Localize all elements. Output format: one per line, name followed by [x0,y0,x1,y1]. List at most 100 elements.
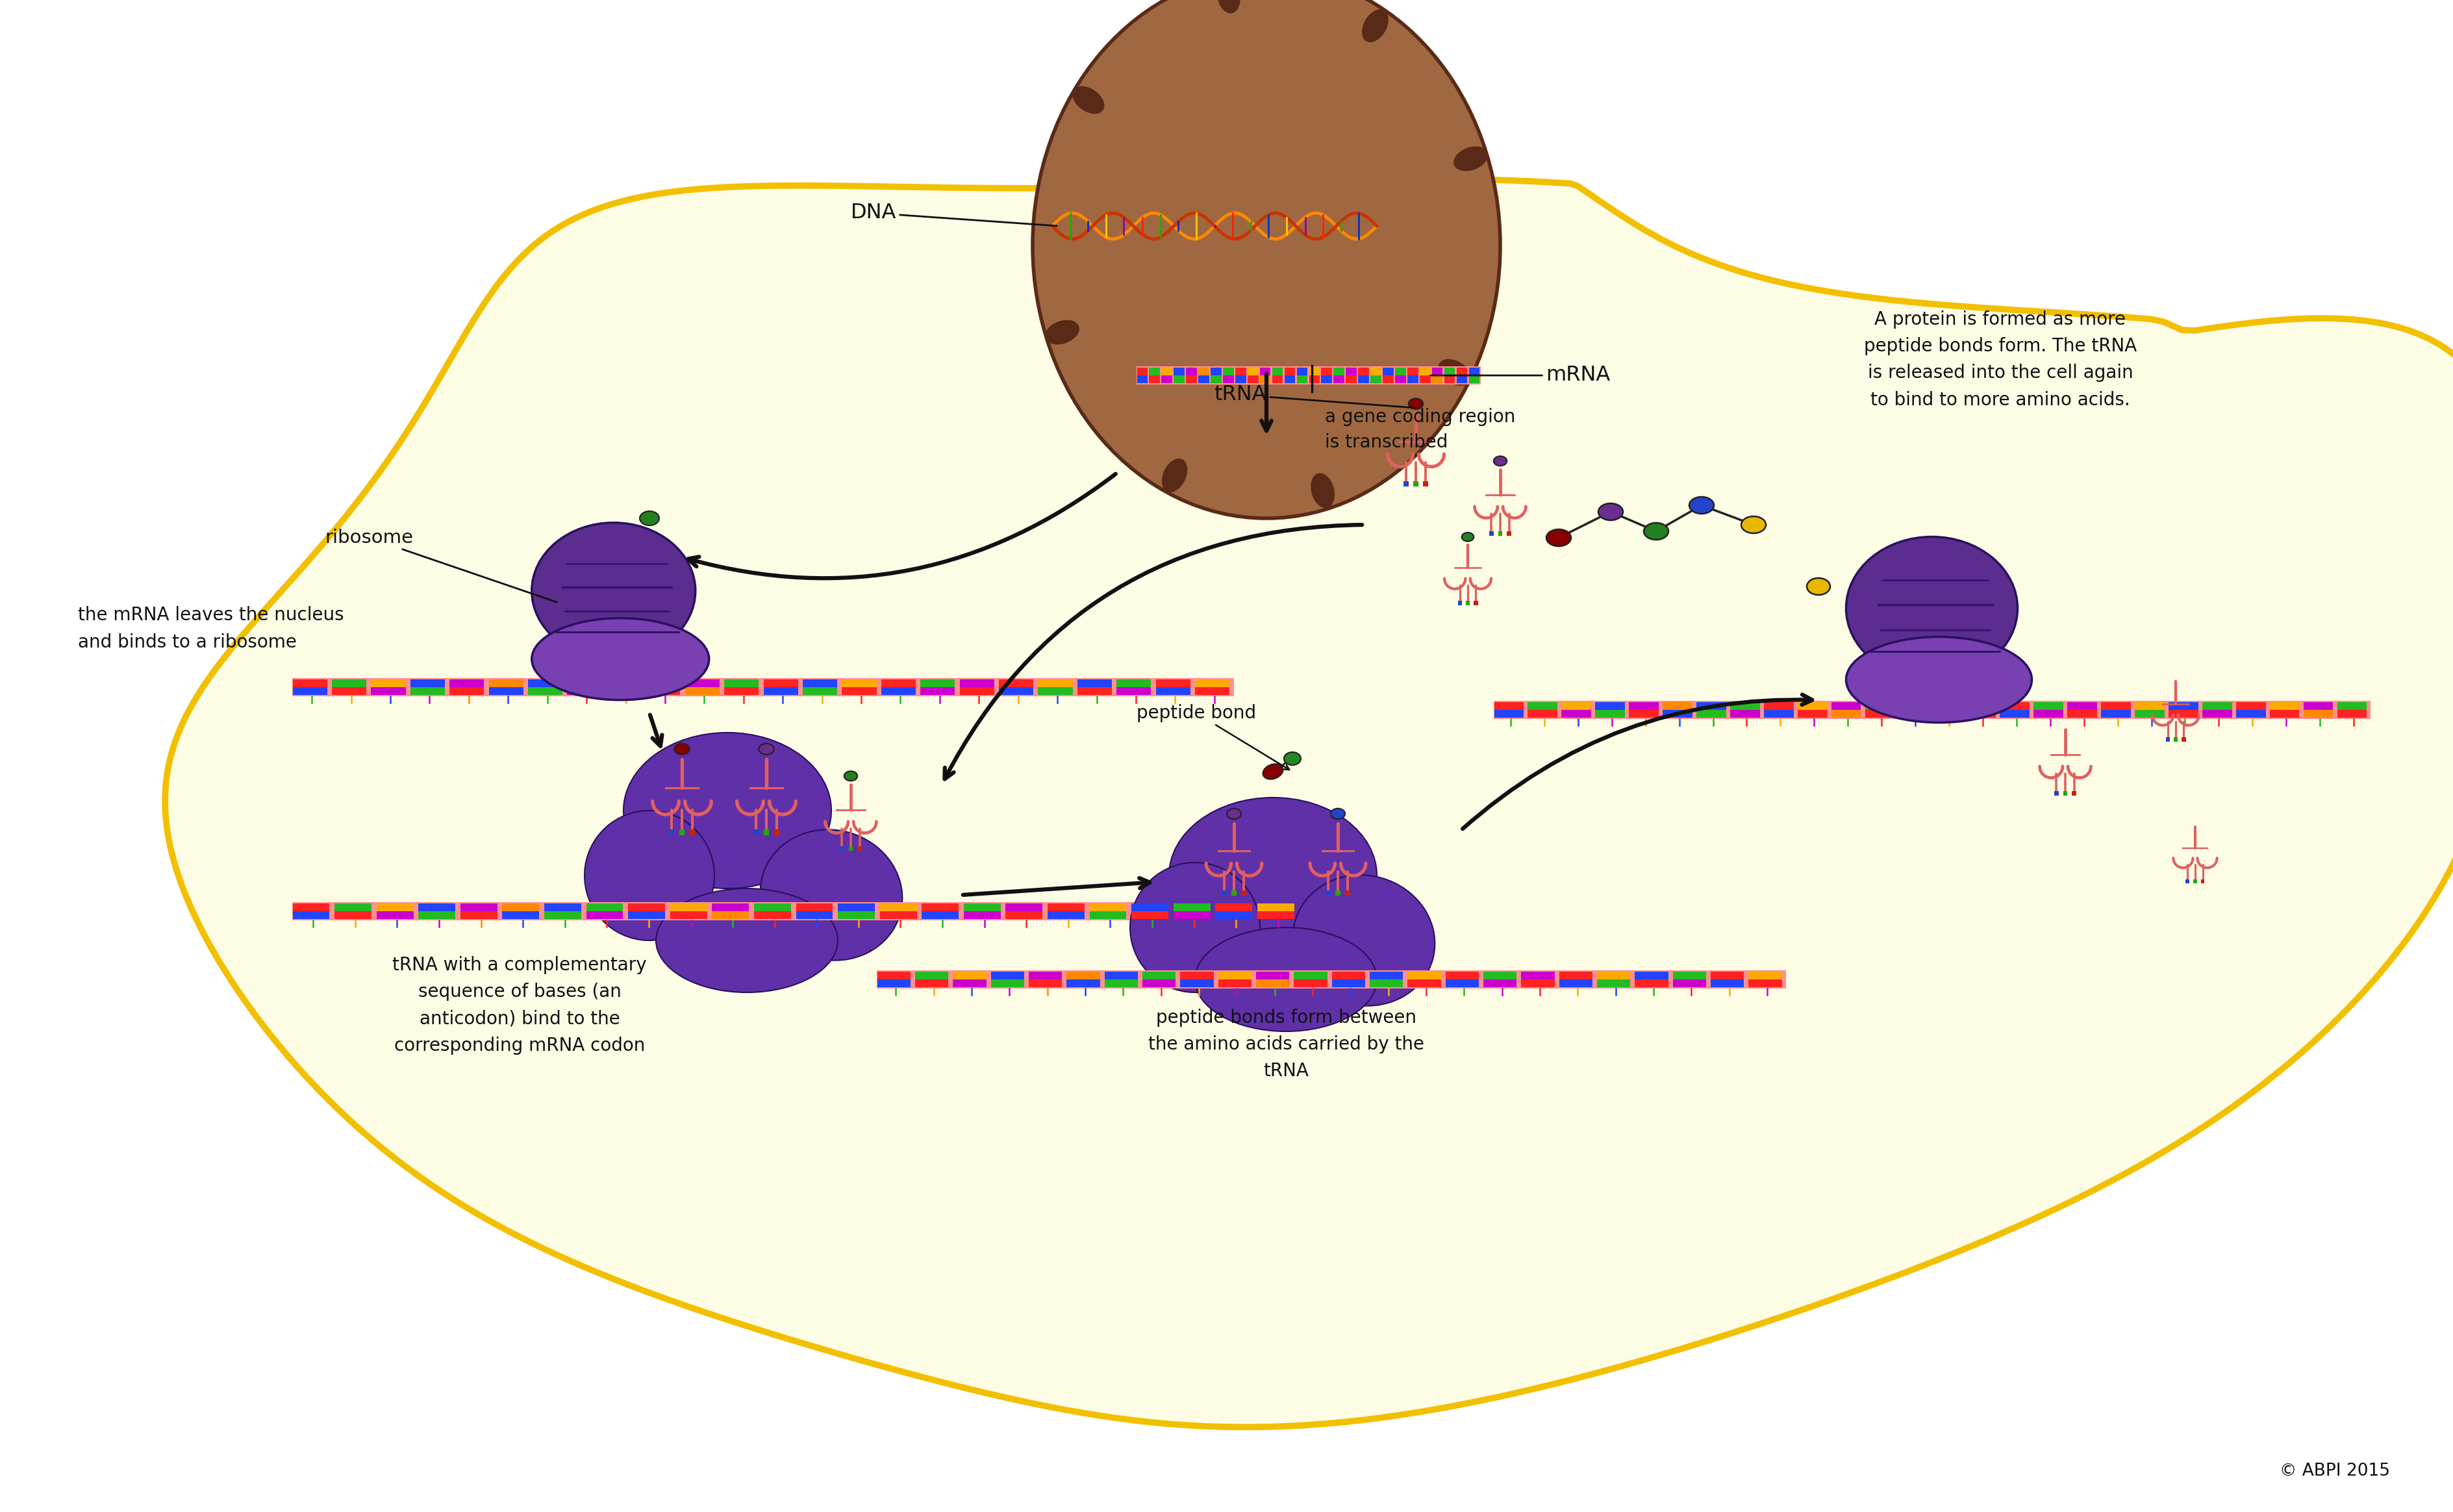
Ellipse shape [1361,9,1388,42]
Text: A protein is formed as more
peptide bonds form. The tRNA
is released into the ce: A protein is formed as more peptide bond… [1864,310,2137,408]
Bar [1749,980,1781,987]
Bar [1261,375,1271,383]
Bar [1322,367,1332,375]
Ellipse shape [1742,516,1766,534]
Bar [1212,375,1222,383]
Bar [1489,531,1494,537]
Bar [2203,711,2232,718]
Bar [839,904,876,912]
Bar [1241,891,1246,895]
Bar [1104,980,1138,987]
Bar [449,679,483,686]
Bar [1408,980,1440,987]
Bar [1195,686,1229,696]
Bar [1285,367,1295,375]
Bar [2303,702,2333,711]
Bar [1212,367,1222,375]
Bar [1420,375,1430,383]
Bar [1396,375,1406,383]
Text: a gene coding region
is transcribed: a gene coding region is transcribed [1325,408,1516,452]
Bar [292,679,326,686]
Bar [2269,702,2298,711]
Bar [1663,702,1693,711]
Ellipse shape [1310,473,1334,508]
FancyBboxPatch shape [876,971,1786,989]
Bar [1413,481,1418,487]
Bar [2068,702,2097,711]
Bar [2237,702,2267,711]
Bar [2269,711,2298,718]
Bar [1563,702,1592,711]
Bar [952,972,986,980]
Bar [1832,711,1862,718]
Text: mRNA: mRNA [1430,366,1609,386]
Bar [1528,702,1558,711]
Bar [1371,367,1381,375]
Bar [1528,711,1558,718]
Bar [2168,711,2198,718]
Bar [1322,375,1332,383]
Bar [1038,686,1072,696]
Bar [606,679,640,686]
Bar [375,912,415,919]
Bar [1933,711,1962,718]
Bar [881,912,917,919]
Bar [1310,375,1320,383]
Bar [684,679,719,686]
FancyBboxPatch shape [292,903,1300,921]
Bar [1089,904,1126,912]
Bar [1131,904,1168,912]
Bar [2186,878,2191,883]
Ellipse shape [1170,797,1376,954]
Bar [1433,367,1442,375]
Ellipse shape [1437,358,1472,386]
Bar [527,686,562,696]
Ellipse shape [1226,809,1241,820]
Ellipse shape [758,744,775,754]
Bar [1629,702,1658,711]
Bar [724,686,758,696]
Bar [1359,367,1369,375]
Bar [959,686,993,696]
Bar [1521,972,1555,980]
Bar [1293,980,1327,987]
Bar [1173,912,1209,919]
Bar [1423,481,1428,487]
Bar [449,686,483,696]
Bar [1180,972,1214,980]
Bar [802,679,836,686]
FancyBboxPatch shape [292,677,1234,696]
Polygon shape [164,178,2453,1427]
Bar [1180,980,1214,987]
Bar [1445,367,1455,375]
Bar [2034,702,2063,711]
Bar [1116,679,1150,686]
Ellipse shape [1545,529,1570,546]
Ellipse shape [655,889,839,992]
Bar [586,904,623,912]
Bar [684,686,719,696]
Bar [763,679,797,686]
Bar [1155,686,1190,696]
Bar [1764,711,1793,718]
Bar [1469,375,1479,383]
Bar [763,830,768,835]
Bar [1195,679,1229,686]
Bar [419,912,456,919]
Bar [1597,980,1631,987]
Bar [1344,891,1349,895]
Bar [1506,531,1511,537]
Bar [775,830,780,835]
Bar [998,686,1033,696]
Bar [915,972,949,980]
Bar [2303,711,2333,718]
Bar [2034,711,2063,718]
Bar [859,847,861,851]
Bar [292,904,329,912]
Bar [606,686,640,696]
Ellipse shape [1690,497,1715,514]
Bar [527,679,562,686]
Bar [1148,367,1160,375]
Bar [503,904,540,912]
Bar [331,686,365,696]
